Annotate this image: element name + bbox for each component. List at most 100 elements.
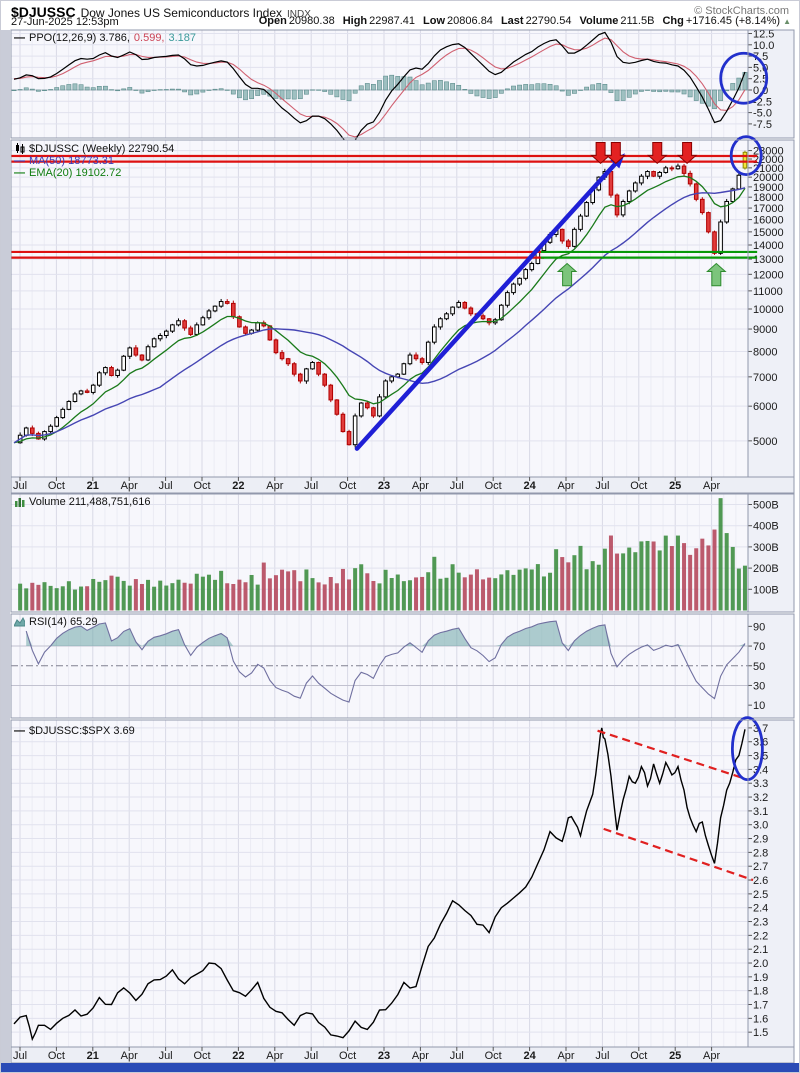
- svg-text:Oct: Oct: [339, 480, 356, 492]
- quote-volume: Volume 211.5B: [579, 15, 655, 27]
- svg-text:11000: 11000: [753, 286, 783, 298]
- svg-text:23: 23: [378, 1050, 390, 1062]
- svg-text:10: 10: [753, 700, 765, 712]
- svg-text:Oct: Oct: [193, 480, 210, 492]
- svg-text:2.9: 2.9: [753, 834, 768, 846]
- svg-text:400B: 400B: [753, 521, 779, 533]
- ratio-label: $DJUSSC:$SPX 3.69: [29, 725, 135, 737]
- svg-text:2.1: 2.1: [753, 944, 768, 956]
- ema20-legend: — EMA(20) 19102.72: [14, 167, 121, 179]
- svg-text:6000: 6000: [753, 401, 777, 413]
- svg-text:Apr: Apr: [412, 1050, 429, 1062]
- svg-text:2.4: 2.4: [753, 903, 768, 915]
- svg-text:-5.0: -5.0: [753, 108, 772, 120]
- svg-text:9000: 9000: [753, 324, 777, 336]
- svg-text:7.5: 7.5: [753, 51, 768, 63]
- ratio-line-legend-icon: —: [14, 725, 25, 737]
- svg-text:70: 70: [753, 641, 765, 653]
- svg-text:Oct: Oct: [48, 480, 65, 492]
- svg-text:-7.5: -7.5: [753, 119, 772, 131]
- svg-text:10000: 10000: [753, 304, 784, 316]
- svg-text:16000: 16000: [753, 215, 784, 227]
- svg-text:2.3: 2.3: [753, 917, 768, 929]
- svg-text:Apr: Apr: [557, 480, 574, 492]
- volume-bars-icon: [14, 497, 25, 508]
- svg-text:Oct: Oct: [485, 480, 502, 492]
- svg-text:2.0: 2.0: [753, 958, 768, 970]
- svg-text:8000: 8000: [753, 346, 777, 358]
- quote-high: High 22987.41: [342, 15, 416, 27]
- svg-text:200B: 200B: [753, 563, 779, 575]
- ratio-legend: — $DJUSSC:$SPX 3.69: [14, 725, 135, 737]
- svg-text:22: 22: [232, 480, 244, 492]
- svg-text:7000: 7000: [753, 372, 777, 384]
- volume-legend: Volume 211,488,751,616: [14, 496, 151, 508]
- ma50-legend-icon: —: [14, 155, 25, 167]
- rsi-legend: RSI(14) 65.29: [14, 616, 97, 628]
- svg-text:2.8: 2.8: [753, 847, 768, 859]
- left-margin-strip: [1, 30, 10, 1063]
- svg-text:25: 25: [669, 1050, 681, 1062]
- change-up-icon: ▲: [783, 17, 791, 26]
- svg-text:Apr: Apr: [703, 480, 720, 492]
- svg-text:23: 23: [378, 480, 390, 492]
- quote-strip: Open 20980.38 High 22987.41 Low 20806.84 La…: [259, 15, 791, 27]
- ema20-legend-icon: —: [14, 167, 25, 179]
- svg-text:Oct: Oct: [485, 1050, 502, 1062]
- svg-text:Apr: Apr: [266, 480, 283, 492]
- svg-text:21: 21: [87, 1050, 99, 1062]
- volume-panel: 100B 200B 300B 400B 500B: [10, 493, 795, 613]
- svg-text:100B: 100B: [753, 584, 779, 596]
- ratio-panel: 1.5 1.61.7 1.8 1.9 2.0 2.1 2.22.3 2.4 2.5 2.6 2.7 2…: [10, 716, 795, 1048]
- svg-text:300B: 300B: [753, 542, 779, 554]
- svg-text:1.7: 1.7: [753, 1000, 768, 1012]
- svg-text:Jul: Jul: [304, 480, 318, 492]
- chart-datetime: 27-Jun-2025 12:53pm: [11, 16, 119, 28]
- svg-text:3.1: 3.1: [753, 806, 768, 818]
- svg-text:21000: 21000: [753, 163, 784, 175]
- svg-text:Oct: Oct: [48, 1050, 65, 1062]
- svg-text:2.5: 2.5: [753, 74, 768, 86]
- svg-text:Oct: Oct: [630, 480, 647, 492]
- chart-header-line1: $DJUSSC Dow Jones US Semiconductors Index…: [11, 4, 311, 22]
- svg-text:1.9: 1.9: [753, 972, 768, 984]
- svg-text:2.6: 2.6: [753, 875, 768, 887]
- svg-text:Jul: Jul: [595, 480, 609, 492]
- svg-text:14000: 14000: [753, 240, 784, 252]
- ppo-histogram-value: 3.187: [168, 32, 197, 44]
- ppo-legend: — PPO(12,26,9) 3.786, 0.599, 3.187: [14, 32, 196, 44]
- svg-text:Jul: Jul: [304, 1050, 318, 1062]
- symbol: $DJUSSC: [11, 4, 76, 20]
- svg-text:13000: 13000: [753, 254, 784, 266]
- svg-text:12.5: 12.5: [753, 29, 774, 41]
- volume-label: Volume 211,488,751,616: [29, 496, 151, 508]
- svg-text:Oct: Oct: [339, 1050, 356, 1062]
- svg-text:17000: 17000: [753, 203, 784, 215]
- rsi-panel: 10 30 50 70 90: [10, 613, 795, 719]
- svg-text:90: 90: [753, 621, 765, 633]
- exchange-tag: INDX: [287, 9, 311, 20]
- svg-text:20000: 20000: [753, 172, 784, 184]
- price-legend: $DJUSSC (Weekly) 22790.54: [14, 143, 174, 155]
- svg-text:24: 24: [523, 480, 536, 492]
- svg-text:50: 50: [753, 661, 765, 673]
- svg-text:Oct: Oct: [630, 1050, 647, 1062]
- svg-text:5000: 5000: [753, 436, 777, 448]
- rsi-area-icon: [14, 616, 25, 628]
- quote-low: Low 20806.84: [423, 15, 493, 27]
- svg-text:Apr: Apr: [121, 1050, 138, 1062]
- svg-text:3.6: 3.6: [753, 737, 768, 749]
- svg-text:2.2: 2.2: [753, 930, 768, 942]
- svg-text:3.2: 3.2: [753, 792, 768, 804]
- svg-text:Jul: Jul: [450, 1050, 464, 1062]
- svg-text:Jul: Jul: [595, 1050, 609, 1062]
- ppo-line-legend-icon: —: [14, 32, 25, 44]
- svg-text:2.7: 2.7: [753, 861, 768, 873]
- ma50-legend: — MA(50) 18773.31: [14, 155, 114, 167]
- price-panel: 5000 6000 7000 8000 9000 10000 11000 12000 13000…: [10, 135, 795, 478]
- svg-text:23000: 23000: [753, 146, 784, 158]
- svg-text:Apr: Apr: [121, 480, 138, 492]
- svg-text:Jul: Jul: [13, 1050, 27, 1062]
- svg-text:25: 25: [669, 480, 681, 492]
- rsi-label: RSI(14) 65.29: [29, 616, 98, 628]
